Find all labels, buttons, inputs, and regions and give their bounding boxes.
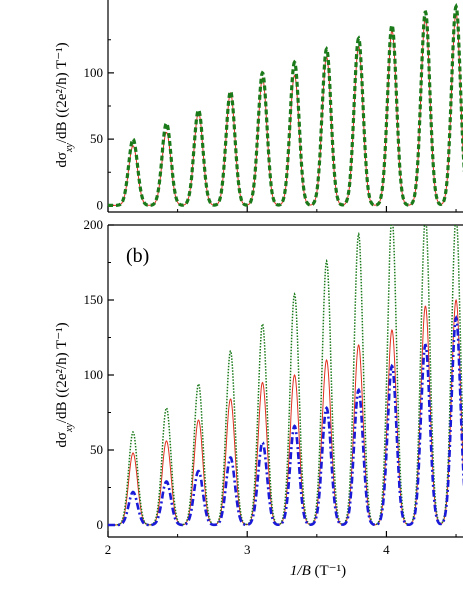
top-y-tick-label: 0: [97, 197, 104, 212]
bottom-y-tick-label: 200: [84, 217, 104, 232]
bottom-y-tick-label: 50: [90, 442, 103, 457]
top-series-dashed-line: [108, 2, 463, 207]
bottom-y-tick-label: 0: [97, 517, 104, 532]
bottom-x-tick-label: 3: [244, 542, 251, 557]
top-panel: 0 50 100 dσxy/dB ((2e²/h) T⁻¹): [54, 0, 463, 213]
bottom-x-tick-label: 2: [105, 542, 112, 557]
bottom-series-dashdot-line: [108, 315, 463, 527]
bottom-panel: 0 50 100 150 200 2 3 4 (b) dσxy/dB ((2e²/h) T⁻¹…: [54, 217, 463, 579]
bottom-y-axis-label: dσxy/dB ((2e²/h) T⁻¹): [54, 322, 75, 447]
bottom-y-tick-label: 100: [84, 367, 104, 382]
x-axis-label: 1/B (T⁻¹): [290, 563, 346, 579]
panel-label-b: (b): [126, 245, 149, 267]
top-y-tick-label: 50: [90, 131, 103, 146]
top-y-axis-label: dσxy/dB ((2e²/h) T⁻¹): [54, 42, 75, 167]
bottom-x-tick-label: 4: [383, 542, 390, 557]
bottom-y-tick-label: 150: [84, 292, 104, 307]
top-y-tick-label: 100: [84, 65, 104, 80]
